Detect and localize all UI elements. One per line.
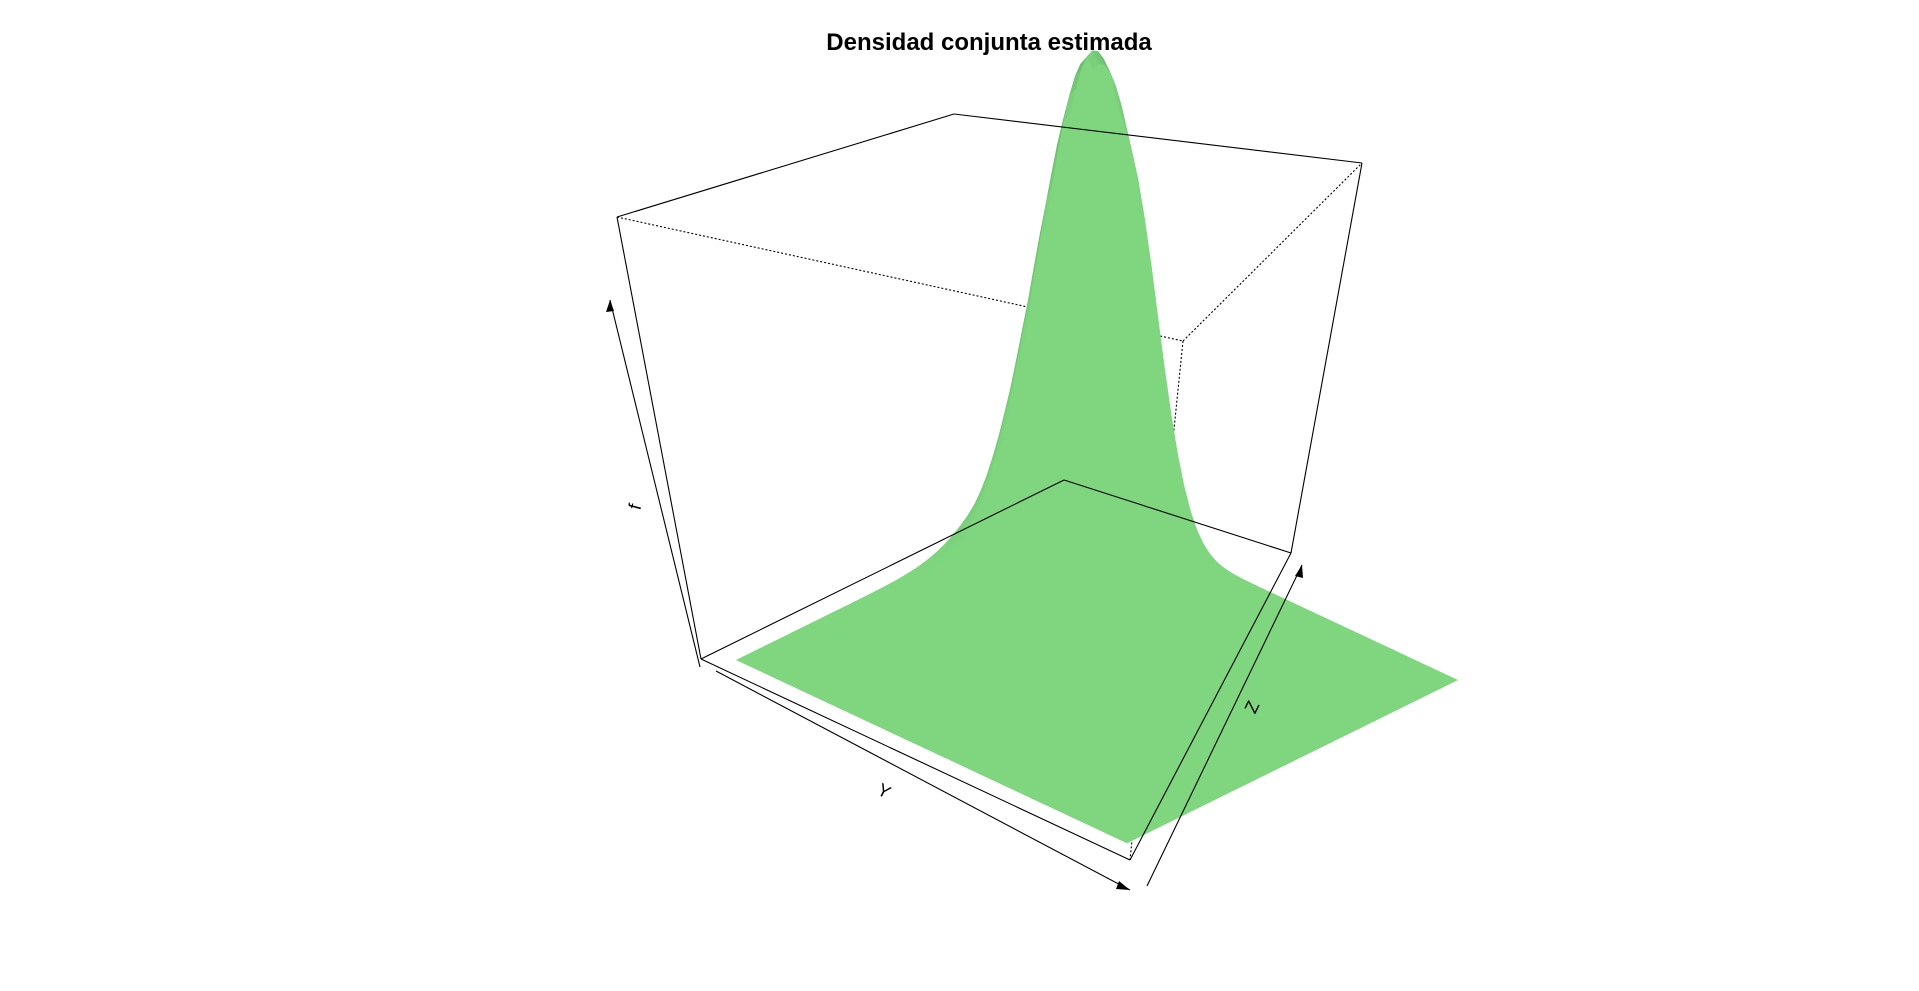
box-edge-hidden-top-left bbox=[616, 216, 1184, 342]
y-axis-arrowhead bbox=[1116, 881, 1130, 890]
f-axis-arrowhead bbox=[606, 300, 614, 312]
z-axis-line bbox=[1146, 564, 1303, 887]
density-surface bbox=[735, 50, 1459, 844]
box-visible-edges bbox=[616, 113, 1363, 861]
box-edge-top-back-left bbox=[616, 113, 955, 218]
z-axis-arrowhead bbox=[1295, 565, 1303, 578]
chart-title: Densidad conjunta estimada bbox=[826, 29, 1152, 56]
box-edge-top-back-right bbox=[953, 113, 1363, 164]
box-edge-vertical-left bbox=[616, 216, 702, 660]
f-axis-line bbox=[609, 299, 701, 668]
box-edge-bottom-right bbox=[1063, 479, 1292, 554]
box-edge-bottom-left bbox=[700, 479, 1065, 660]
box-edge-hidden-top-right bbox=[1182, 162, 1363, 342]
f-axis-label: f bbox=[625, 501, 646, 512]
y-axis-line bbox=[715, 670, 1131, 891]
box-edge-vertical-right bbox=[1290, 162, 1363, 554]
surface-facet bbox=[1119, 836, 1134, 844]
box-edge-bottom-front-left bbox=[700, 658, 1131, 861]
box-edge-bottom-front-right bbox=[1129, 552, 1292, 861]
y-axis-label: Y bbox=[874, 779, 894, 802]
axis-arrows bbox=[606, 299, 1303, 891]
